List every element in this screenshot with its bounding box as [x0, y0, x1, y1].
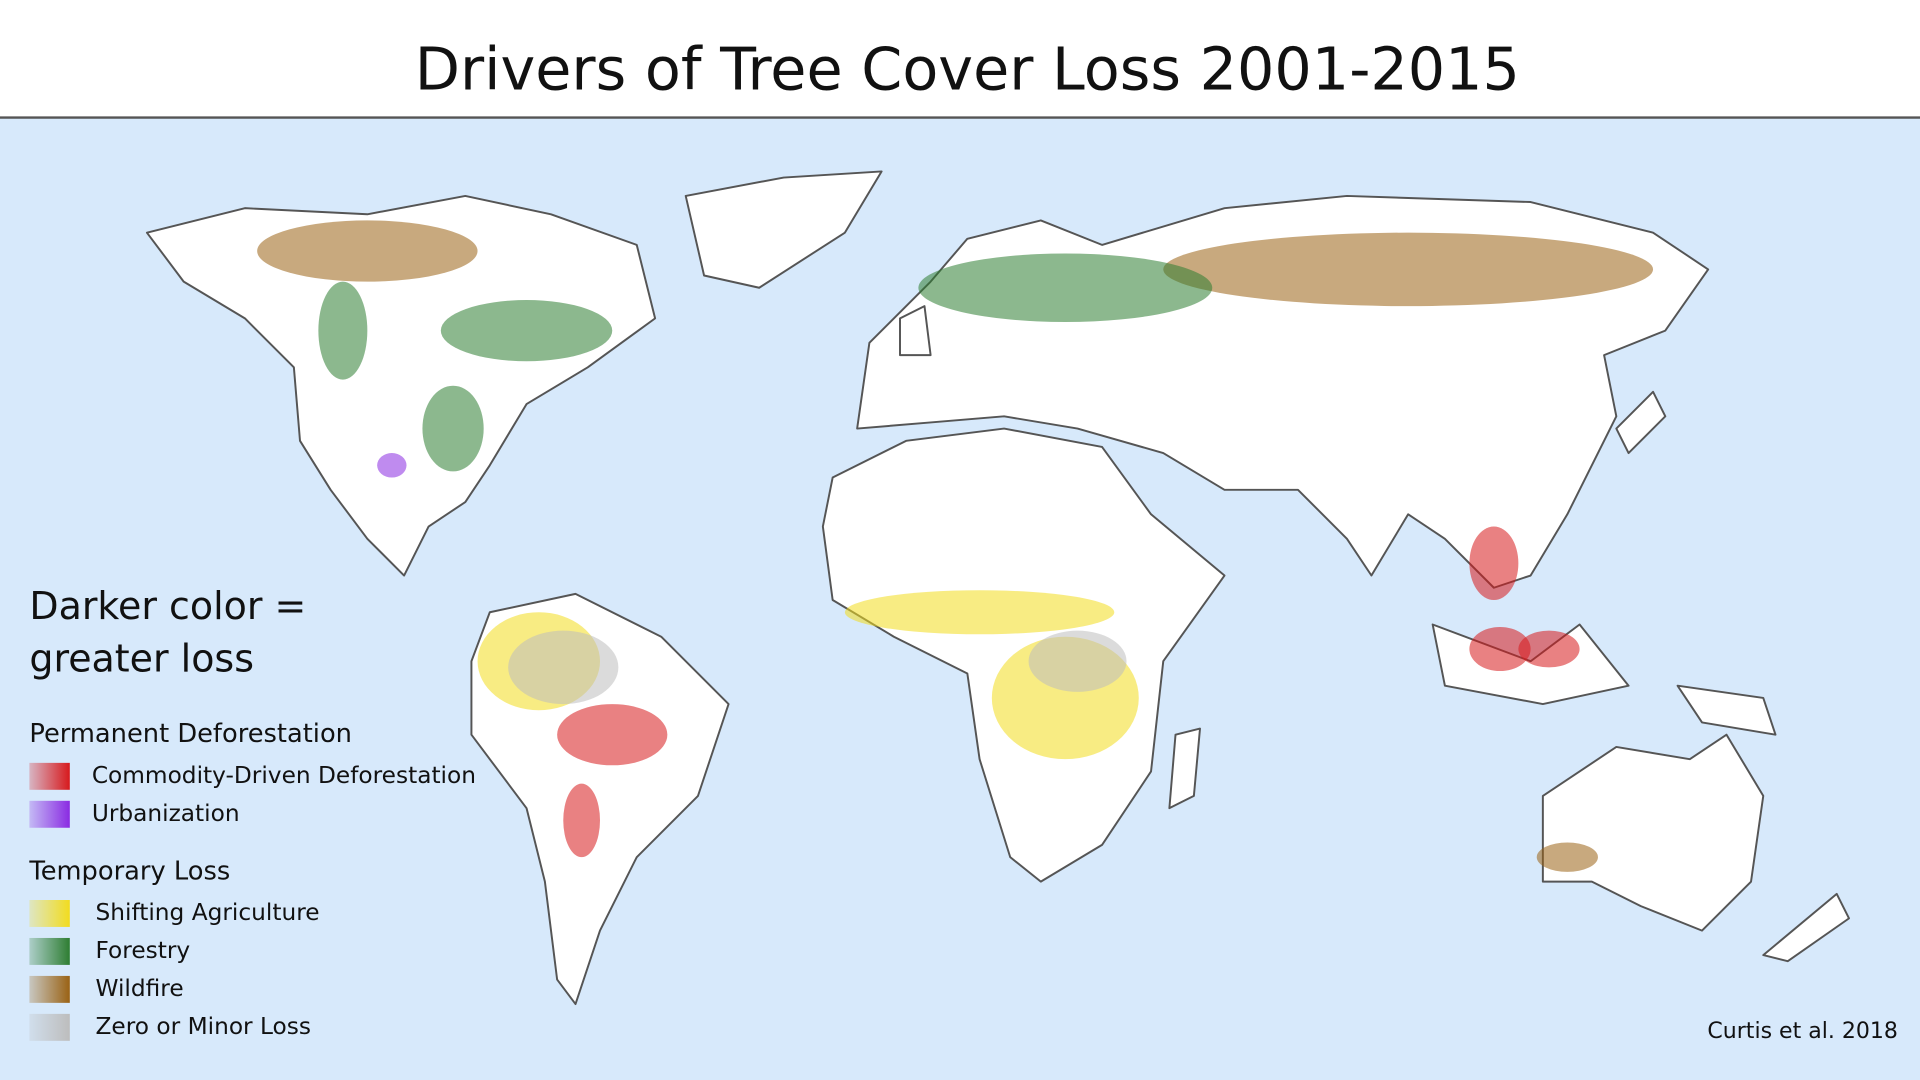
legend-swatch [29, 937, 70, 965]
legend-swatch [29, 900, 70, 927]
note-line: Darker color = [29, 584, 306, 628]
loss-patch [1469, 626, 1531, 672]
loss-patch [377, 453, 407, 478]
loss-patch [440, 300, 613, 362]
australia [1541, 733, 1765, 932]
greenland [684, 170, 883, 289]
loss-patch [1163, 232, 1654, 307]
legend-swatch [29, 1013, 70, 1041]
loss-patch [1518, 630, 1580, 668]
loss-patch [1028, 630, 1127, 692]
map-title: Drivers of Tree Cover Loss 2001-2015 [415, 35, 1520, 104]
uk [899, 305, 932, 357]
loss-patch [918, 253, 1213, 323]
japan [1615, 390, 1667, 455]
legend-label: Urbanization [92, 800, 240, 827]
legend-group-title: Permanent Deforestation [29, 719, 352, 749]
legend-swatch [29, 762, 70, 790]
legend: Permanent Deforestation Commodity-Driven … [28, 719, 476, 1041]
loss-patch [257, 220, 478, 282]
legend-label: Commodity-Driven Deforestation [92, 762, 476, 789]
legend-label: Forestry [96, 937, 191, 964]
new-zealand [1762, 892, 1850, 963]
loss-patch [1469, 526, 1519, 600]
legend-label: Wildfire [96, 975, 184, 1002]
legend-swatch [29, 975, 70, 1003]
north-america [145, 194, 657, 577]
loss-patches [257, 220, 1654, 872]
loss-patch [508, 630, 619, 705]
legend-label: Shifting Agriculture [96, 899, 320, 926]
note-line: greater loss [29, 637, 254, 681]
madagascar [1168, 727, 1201, 810]
loss-patch [557, 704, 668, 766]
credit: Curtis et al. 2018 [1707, 1019, 1898, 1044]
new-guinea [1676, 684, 1777, 736]
loss-patch [563, 783, 600, 858]
legend-label: Zero or Minor Loss [96, 1013, 312, 1040]
legend-swatch [29, 800, 70, 828]
loss-patch [844, 590, 1115, 635]
legend-group-title: Temporary Loss [28, 856, 230, 886]
loss-patch [318, 281, 368, 380]
loss-patch [1536, 842, 1598, 872]
loss-patch [422, 385, 484, 472]
